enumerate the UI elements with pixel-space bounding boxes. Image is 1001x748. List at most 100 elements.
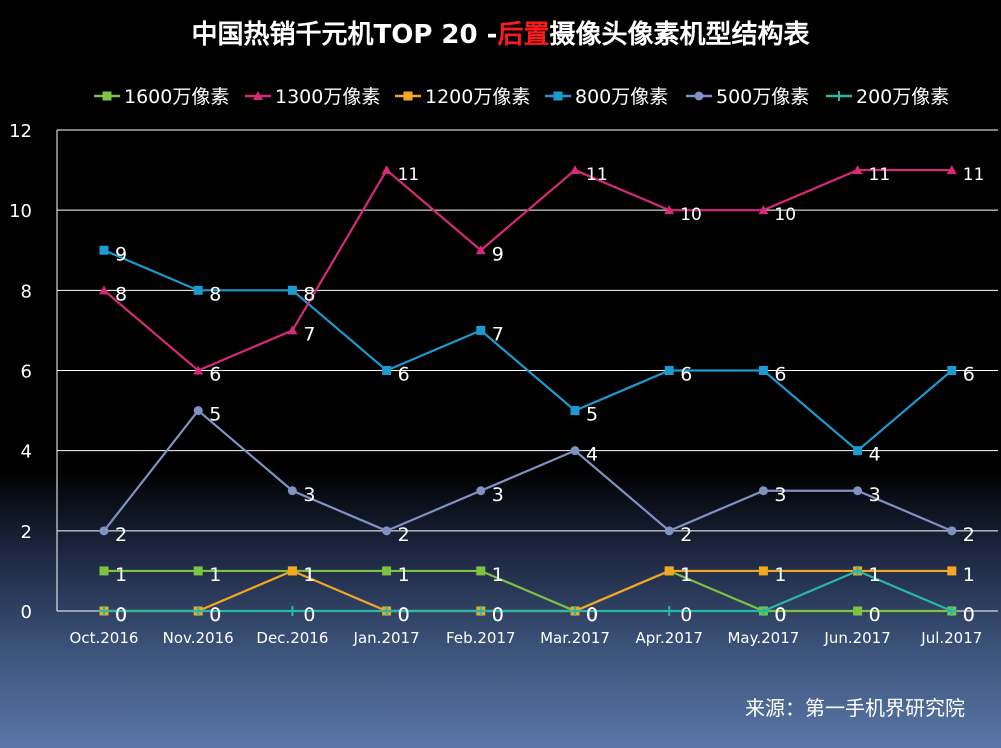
data-label: 8 — [303, 283, 315, 305]
data-point — [381, 165, 392, 175]
data-label: 0 — [303, 604, 315, 626]
data-label: 1 — [869, 564, 881, 586]
data-point — [193, 365, 204, 375]
data-point — [570, 446, 580, 456]
y-tick-label: 12 — [9, 121, 32, 142]
data-point — [287, 285, 297, 295]
data-point — [382, 566, 392, 576]
data-point — [382, 366, 392, 375]
legend-item: 1200万像素 — [395, 86, 530, 108]
data-label: 2 — [115, 524, 127, 546]
data-label: 0 — [963, 604, 975, 626]
series-line — [103, 409, 953, 533]
data-label: 1 — [398, 564, 410, 586]
y-tick-label: 8 — [21, 281, 32, 302]
data-point — [947, 566, 957, 576]
x-tick-label: Dec.2016 — [256, 629, 328, 647]
data-point — [758, 366, 768, 375]
y-tick-label: 10 — [9, 201, 32, 222]
legend: 1600万像素 1300万像素 1200万像素 800万像素 500万像素 200万像素 — [94, 86, 949, 108]
legend-label: 500万像素 — [716, 86, 809, 108]
y-tick-label: 2 — [21, 522, 32, 543]
data-label: 6 — [209, 364, 221, 386]
data-point — [193, 285, 203, 295]
data-label: 1 — [115, 564, 127, 586]
data-label: 0 — [680, 604, 692, 626]
data-point — [99, 566, 109, 576]
data-point — [193, 406, 203, 416]
data-label: 8 — [209, 283, 221, 305]
data-label: 6 — [774, 364, 786, 386]
data-point — [852, 565, 863, 576]
series-group — [99, 165, 957, 616]
x-tick-label: Jun.2017 — [823, 629, 890, 647]
data-label: 0 — [586, 604, 598, 626]
data-point — [476, 486, 486, 496]
data-label: 1 — [303, 564, 315, 586]
data-label: 7 — [492, 323, 504, 345]
data-label: 4 — [586, 444, 598, 466]
legend-marker — [403, 91, 413, 101]
data-point — [287, 486, 297, 496]
data-label: 0 — [115, 604, 127, 626]
data-label: 10 — [680, 205, 702, 225]
data-point — [758, 486, 768, 496]
data-label: 0 — [774, 604, 786, 626]
data-label: 1 — [680, 564, 692, 586]
legend-marker — [694, 91, 704, 101]
data-point — [99, 606, 109, 616]
x-tick-label: Apr.2017 — [635, 629, 703, 647]
series-line — [104, 569, 953, 613]
data-point — [382, 526, 392, 536]
series-0 — [99, 566, 957, 616]
x-tick-label: Jan.2017 — [353, 629, 420, 647]
data-point — [853, 486, 863, 496]
data-point — [476, 566, 486, 576]
data-point — [946, 165, 957, 175]
series-line — [103, 168, 952, 372]
legend-item: 500万像素 — [686, 86, 809, 108]
data-label: 0 — [492, 604, 504, 626]
data-label: 0 — [586, 604, 598, 626]
data-label: 9 — [115, 243, 127, 265]
legend-item: 1300万像素 — [245, 86, 380, 108]
data-label: 1 — [963, 564, 975, 586]
legend-label: 1600万像素 — [124, 86, 229, 108]
data-label: 0 — [774, 604, 786, 626]
data-point — [664, 606, 675, 616]
data-point — [99, 285, 109, 295]
legend-label: 800万像素 — [575, 86, 668, 108]
title-part-3: 摄像头像素机型结构表 — [549, 20, 810, 50]
data-label: 3 — [869, 484, 881, 506]
data-point — [758, 566, 768, 576]
data-point — [852, 165, 863, 175]
data-point — [475, 245, 486, 255]
data-point — [570, 406, 580, 416]
series-5 — [99, 565, 957, 616]
data-label: 11 — [586, 165, 608, 185]
data-label: 3 — [774, 484, 786, 506]
data-label: 5 — [209, 404, 221, 426]
data-point — [946, 606, 957, 616]
data-label: 0 — [398, 604, 410, 626]
data-point — [947, 366, 957, 375]
data-label: 7 — [303, 323, 315, 345]
legend-marker — [253, 91, 263, 100]
data-label: 1 — [869, 564, 881, 586]
data-point — [381, 606, 392, 616]
data-point — [853, 446, 863, 456]
y-tick-label: 4 — [21, 442, 32, 463]
data-point — [947, 526, 957, 536]
x-tick-label: Mar.2017 — [540, 629, 610, 647]
data-label: 0 — [492, 604, 504, 626]
data-point — [99, 526, 109, 536]
data-point — [664, 566, 674, 576]
data-label: 11 — [869, 165, 891, 185]
data-label: 6 — [963, 364, 975, 386]
data-point — [287, 566, 297, 576]
data-label: 1 — [209, 564, 221, 586]
data-point — [287, 325, 298, 335]
data-point — [853, 606, 863, 616]
data-label: 0 — [115, 604, 127, 626]
data-label: 4 — [869, 444, 881, 466]
